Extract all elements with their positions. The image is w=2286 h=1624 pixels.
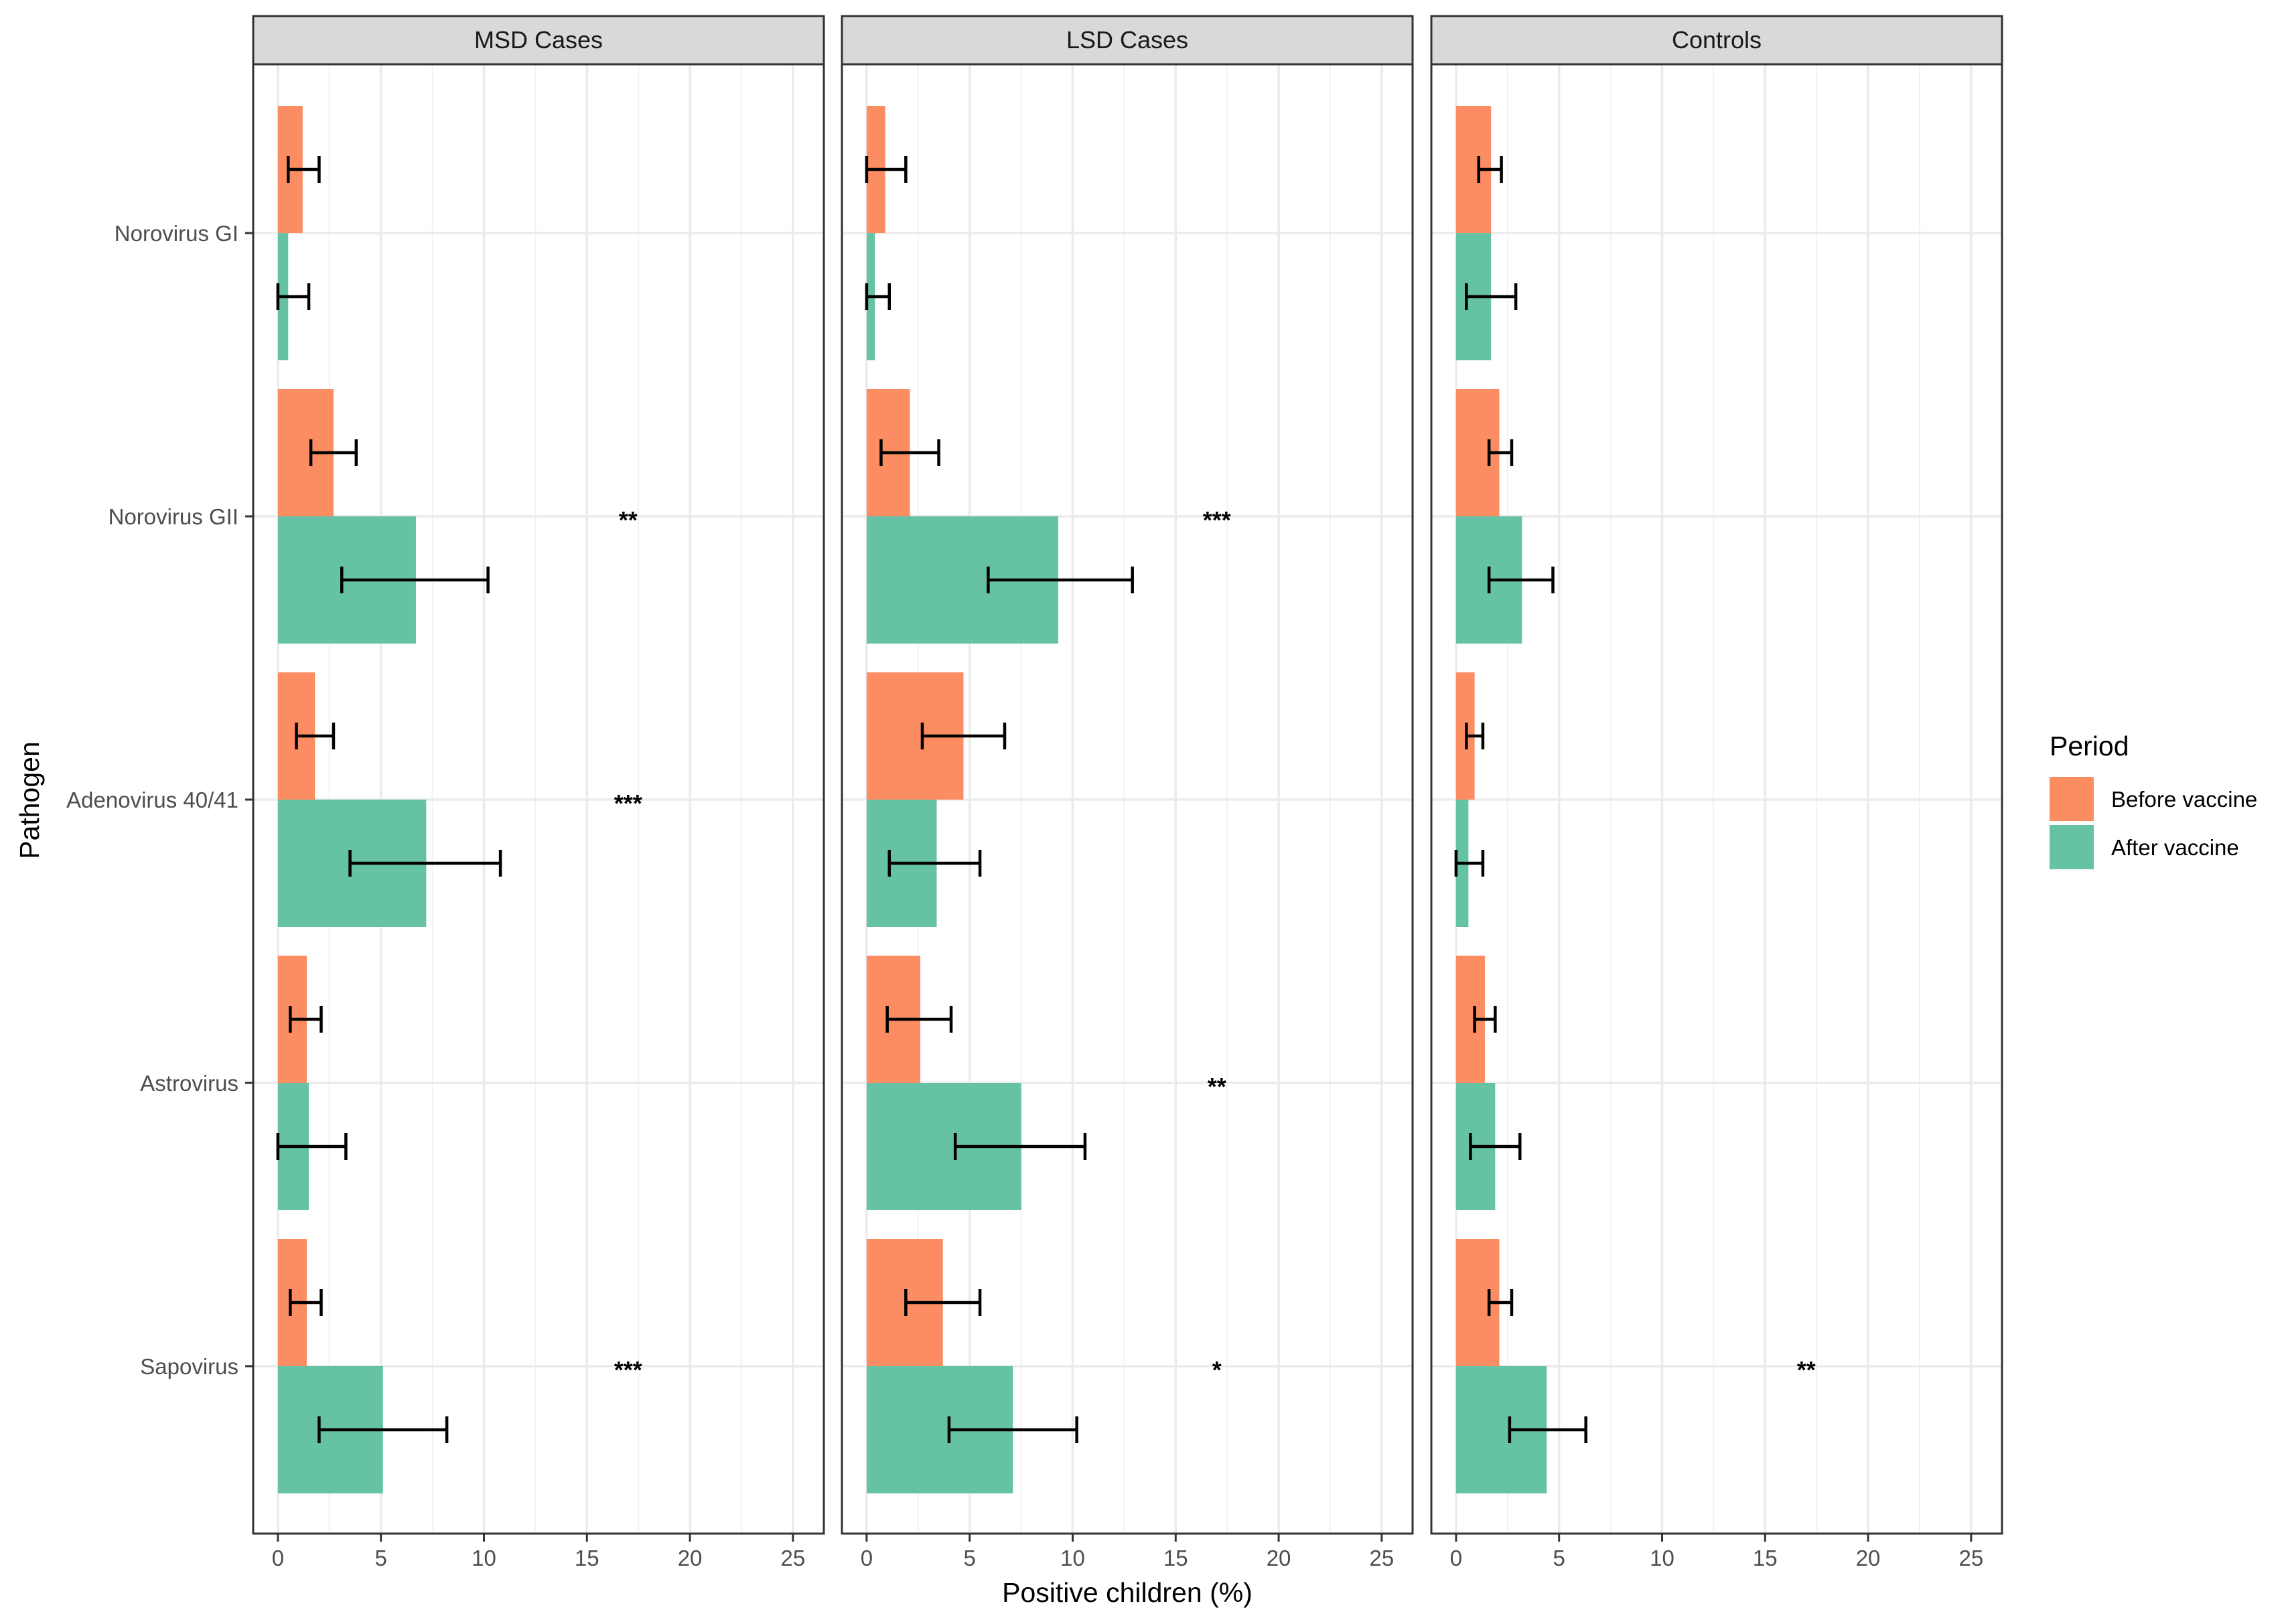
y-tick-label: Sapovirus [140,1354,238,1379]
error-bar [289,1006,323,1033]
x-tick-label: 15 [1753,1546,1778,1570]
legend-key [2050,825,2094,869]
significance-label: * [1212,1356,1222,1384]
y-tick-label: Adenovirus 40/41 [66,788,238,812]
x-tick-label: 25 [1370,1546,1395,1570]
significance-label: *** [1203,506,1231,534]
error-bar [1487,439,1514,466]
significance-label: ** [619,506,638,534]
x-axis-title: Positive children (%) [1002,1577,1253,1608]
error-bar [1477,156,1503,183]
error-bar [309,439,358,466]
y-tick-label: Norovirus GII [109,504,238,529]
error-bar [947,1416,1078,1443]
x-tick-label: 10 [1060,1546,1085,1570]
error-bar [904,1289,982,1316]
x-tick-label: 15 [575,1546,599,1570]
facet-title: LSD Cases [1066,26,1188,54]
error-bar [1469,1133,1522,1160]
x-tick-label: 0 [272,1546,284,1570]
error-bar [879,439,940,466]
x-tick-label: 0 [1450,1546,1462,1570]
legend-label: Before vaccine [2111,787,2257,812]
error-bar [1473,1006,1497,1033]
y-tick-label: Norovirus GI [115,221,238,246]
legend: Period Before vaccine After vaccine [2050,731,2257,869]
error-bar [287,156,321,183]
error-bar [987,567,1134,593]
significance-label: ** [1208,1073,1226,1100]
x-tick-label: 10 [1650,1546,1674,1570]
x-tick-label: 15 [1163,1546,1188,1570]
error-bar [276,283,311,310]
error-bar [340,567,490,593]
legend-title: Period [2050,731,2129,761]
x-tick-label: 10 [472,1546,496,1570]
y-tick-label: Astrovirus [140,1071,238,1096]
x-tick-label: 20 [1856,1546,1881,1570]
error-bar [1465,283,1518,310]
legend-key [2050,777,2094,821]
facet-title: MSD Cases [474,26,603,54]
error-bar [276,1133,348,1160]
error-bar [1508,1416,1587,1443]
error-bar [865,156,908,183]
x-tick-label: 5 [1553,1546,1565,1570]
significance-label: ** [1797,1356,1816,1384]
facet-strip [841,15,1414,66]
x-tick-label: 0 [861,1546,873,1570]
x-tick-label: 25 [781,1546,806,1570]
error-bar [1454,850,1485,877]
y-axis-title: Pathogen [14,741,45,859]
error-bar [295,723,336,749]
error-bar [348,850,502,877]
error-bar [920,723,1007,749]
significance-label: *** [614,790,642,817]
facet-strip [1430,15,2003,66]
significance-label: *** [614,1356,642,1384]
legend-label: After vaccine [2111,835,2239,860]
x-tick-label: 5 [375,1546,387,1570]
error-bar [317,1416,449,1443]
error-bar [953,1133,1087,1160]
facet-strip [252,15,825,66]
error-bar [887,850,982,877]
error-bar [1487,1289,1514,1316]
error-bar [289,1289,323,1316]
error-bar [865,283,891,310]
x-tick-label: 25 [1959,1546,1984,1570]
facet-title: Controls [1672,26,1762,54]
x-tick-label: 5 [964,1546,976,1570]
x-tick-label: 20 [678,1546,703,1570]
error-bar [1487,567,1555,593]
x-tick-label: 20 [1267,1546,1291,1570]
error-bar [885,1006,953,1033]
error-bar [1465,723,1485,749]
